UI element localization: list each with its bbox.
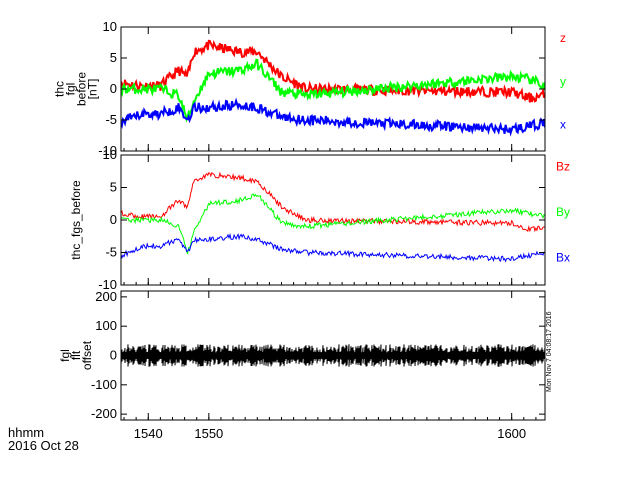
y-axis-label: flt xyxy=(69,350,83,360)
panel-3-traces xyxy=(121,344,545,367)
y-tick-label: 0 xyxy=(110,212,117,227)
y-axis-label: offset xyxy=(80,340,94,370)
y-axis-label: fgl xyxy=(58,349,72,362)
x-tick-label: 1550 xyxy=(194,426,223,441)
y-tick-label: 200 xyxy=(95,289,117,304)
x-tick-label: 1540 xyxy=(134,426,163,441)
series-z-line xyxy=(121,39,545,103)
y-axis-label: [nT] xyxy=(86,79,100,100)
timestamp-label: Mon Nov 7 04:08:17 2016 xyxy=(546,311,553,392)
y-tick-label: -200 xyxy=(91,406,117,421)
panel-2-frame xyxy=(120,154,546,286)
y-axis-label: thc_fgs_before xyxy=(69,180,83,260)
series-Bx-line xyxy=(121,232,545,263)
y-tick-label: 100 xyxy=(95,318,117,333)
x-tick-label: 1600 xyxy=(497,426,526,441)
series-offset-line xyxy=(121,344,545,367)
legend-By: By xyxy=(556,205,570,219)
y-tick-label: 0 xyxy=(110,348,117,363)
y-tick-label: 10 xyxy=(103,147,117,162)
y-tick-label: -10 xyxy=(98,143,117,158)
y-tick-label: -5 xyxy=(105,245,117,260)
footer-hhmm: hhmm xyxy=(8,425,44,440)
series-By-line xyxy=(121,193,545,255)
y-tick-label: 5 xyxy=(110,180,117,195)
y-tick-label: -10 xyxy=(98,277,117,292)
series-x-line xyxy=(121,97,545,137)
y-axis-label: fgl xyxy=(64,83,78,96)
y-tick-label: -100 xyxy=(91,377,117,392)
panel-1-traces xyxy=(121,39,545,137)
y-tick-label: -5 xyxy=(105,112,117,127)
legend-x: x xyxy=(560,118,566,132)
panel-2: Bz By Bx -10 -5 0 5 10 thc_fgs_before xyxy=(69,147,570,292)
y-tick-label: 5 xyxy=(110,50,117,65)
y-tick-label: 10 xyxy=(103,19,117,34)
y-axis-label: thc xyxy=(53,81,67,97)
y-tick-label: 0 xyxy=(110,81,117,96)
legend-y: y xyxy=(560,74,566,88)
legend-Bx: Bx xyxy=(556,251,570,265)
legend-z: z xyxy=(560,31,566,45)
y-axis-label: before xyxy=(75,72,89,106)
panel-2-traces xyxy=(121,171,545,263)
series-Bz-line xyxy=(121,171,545,233)
footer-date: 2016 Oct 28 xyxy=(8,438,79,453)
legend-Bz: Bz xyxy=(556,160,570,174)
